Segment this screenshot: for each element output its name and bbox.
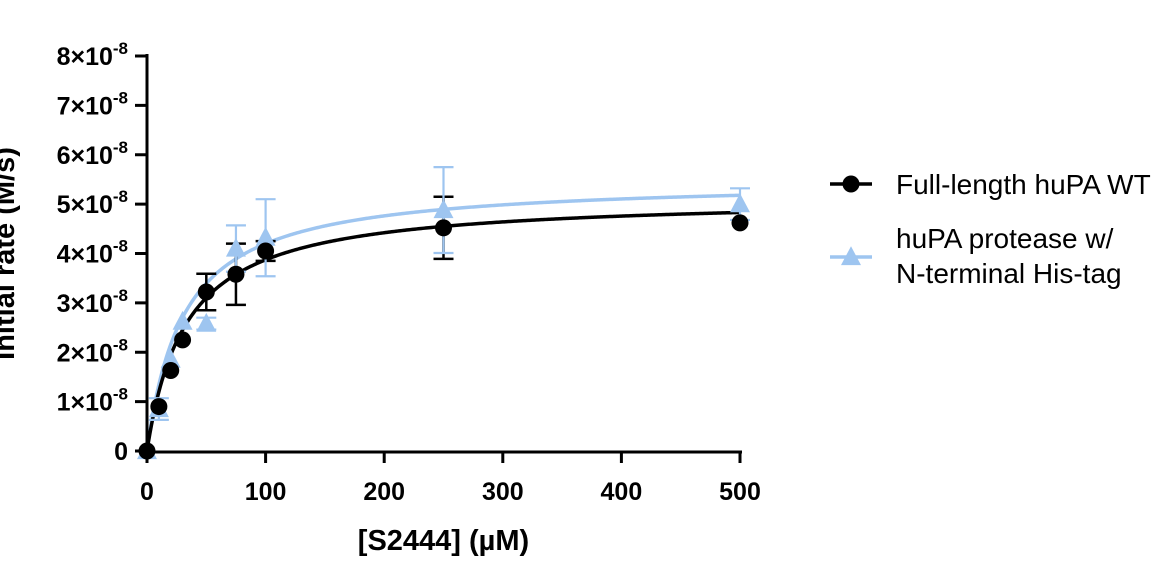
data-point: [731, 214, 749, 232]
data-point: [255, 226, 276, 246]
legend-label: N-terminal His-tag: [896, 258, 1122, 289]
y-tick-label: 5×10-8: [57, 187, 128, 219]
data-point: [150, 398, 168, 416]
legend-marker: [841, 246, 861, 266]
y-tick-label: 6×10-8: [57, 138, 128, 170]
axes: [135, 54, 742, 463]
data-point: [174, 331, 192, 349]
data-point: [435, 219, 452, 237]
legend-label: huPA protease w/: [896, 223, 1114, 254]
x-tick-label: 100: [245, 478, 287, 506]
x-tick-label: 0: [140, 478, 154, 506]
x-tick-label: 400: [601, 478, 643, 506]
x-tick-label: 500: [719, 478, 761, 506]
data-point: [227, 265, 245, 283]
y-axis-title: Initial rate (M/s): [0, 147, 21, 360]
data-point: [257, 242, 275, 260]
data-point: [172, 310, 193, 330]
y-tick-label: 8×10-8: [57, 39, 128, 71]
data-point: [225, 237, 246, 257]
data-point: [433, 199, 454, 219]
data-point: [197, 283, 215, 301]
y-tick-label: 0: [114, 438, 128, 466]
legend-item: Full-length huPA WT: [830, 169, 1151, 200]
x-tick-label: 200: [363, 478, 405, 506]
legend-marker: [842, 175, 860, 193]
y-tick-label: 2×10-8: [57, 335, 128, 367]
data-point: [196, 312, 217, 332]
legend-label: Full-length huPA WT: [896, 169, 1151, 200]
data-point: [160, 348, 181, 368]
x-tick-label: 300: [482, 478, 524, 506]
data-point: [162, 362, 180, 380]
legend-item: huPA protease w/N-terminal His-tag: [830, 223, 1122, 289]
data-point: [730, 193, 750, 213]
legend: Full-length huPA WT huPA protease w/N-ter…: [830, 169, 1151, 289]
tick-labels: 0 1×10-8 2×10-8 3×10-8 4×10-8 5×10-8 6×10-8 7×1…: [57, 39, 761, 506]
y-tick-label: 7×10-8: [57, 88, 128, 120]
y-tick-label: 1×10-8: [57, 385, 128, 417]
y-tick-label: 4×10-8: [57, 237, 128, 269]
data-markers: [137, 193, 750, 460]
error-bars: [148, 165, 750, 421]
x-axis-title: [S2444] (µM): [358, 525, 529, 557]
y-tick-label: 3×10-8: [57, 286, 128, 318]
